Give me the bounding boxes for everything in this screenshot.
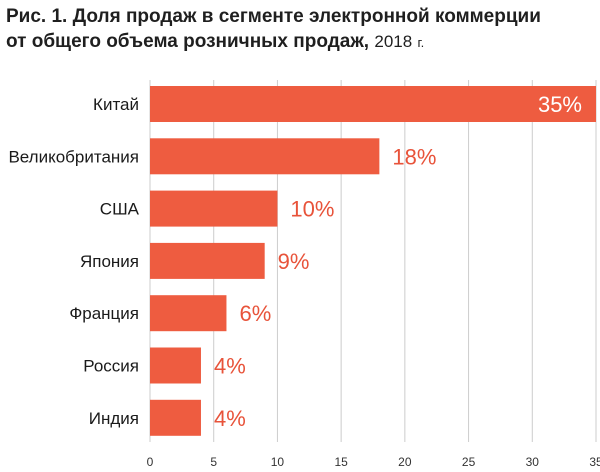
data-label: 4% (214, 354, 246, 379)
category-label: Великобритания (8, 147, 139, 166)
x-tick-label: 20 (398, 455, 412, 469)
category-label: Россия (83, 357, 139, 376)
chart-title-suffix: г. (417, 35, 425, 50)
category-label: США (100, 200, 140, 219)
x-tick-label: 0 (147, 455, 154, 469)
data-label: 35% (538, 92, 582, 117)
x-tick-label: 30 (526, 455, 540, 469)
x-tick-label: 25 (462, 455, 476, 469)
x-tick-label: 5 (210, 455, 217, 469)
bar (150, 347, 201, 384)
category-label: Япония (80, 252, 139, 271)
x-tick-label: 15 (334, 455, 348, 469)
x-tick-label: 10 (271, 455, 285, 469)
chart-title: Рис. 1. Доля продаж в сегменте электронн… (6, 4, 596, 55)
category-labels: Китай Великобритания США Япония Франция Росси… (8, 95, 139, 428)
data-label: 10% (290, 197, 334, 222)
bar (150, 295, 227, 332)
x-tick-label: 35 (589, 455, 600, 469)
bar (150, 86, 596, 122)
bar (150, 399, 201, 436)
data-label: 9% (278, 249, 310, 274)
bar (150, 138, 380, 175)
chart-title-main: Рис. 1. Доля продаж в сегменте электронн… (6, 6, 541, 27)
data-label: 6% (239, 301, 271, 326)
category-label: Китай (93, 95, 139, 114)
data-label: 18% (392, 144, 436, 169)
x-axis-ticks: 0 5 10 15 20 25 30 35 (147, 455, 600, 469)
value-labels: 35% 18% 10% 9% 6% 4% 4% (214, 92, 582, 431)
chart-title-line2: от общего объема розничных продаж, (6, 31, 370, 52)
bar (150, 190, 278, 227)
bars (150, 86, 596, 436)
category-label: Индия (89, 409, 139, 428)
chart-title-year: 2018 (374, 32, 413, 51)
category-label: Франция (69, 304, 139, 323)
bar (150, 242, 265, 279)
data-label: 4% (214, 406, 246, 431)
